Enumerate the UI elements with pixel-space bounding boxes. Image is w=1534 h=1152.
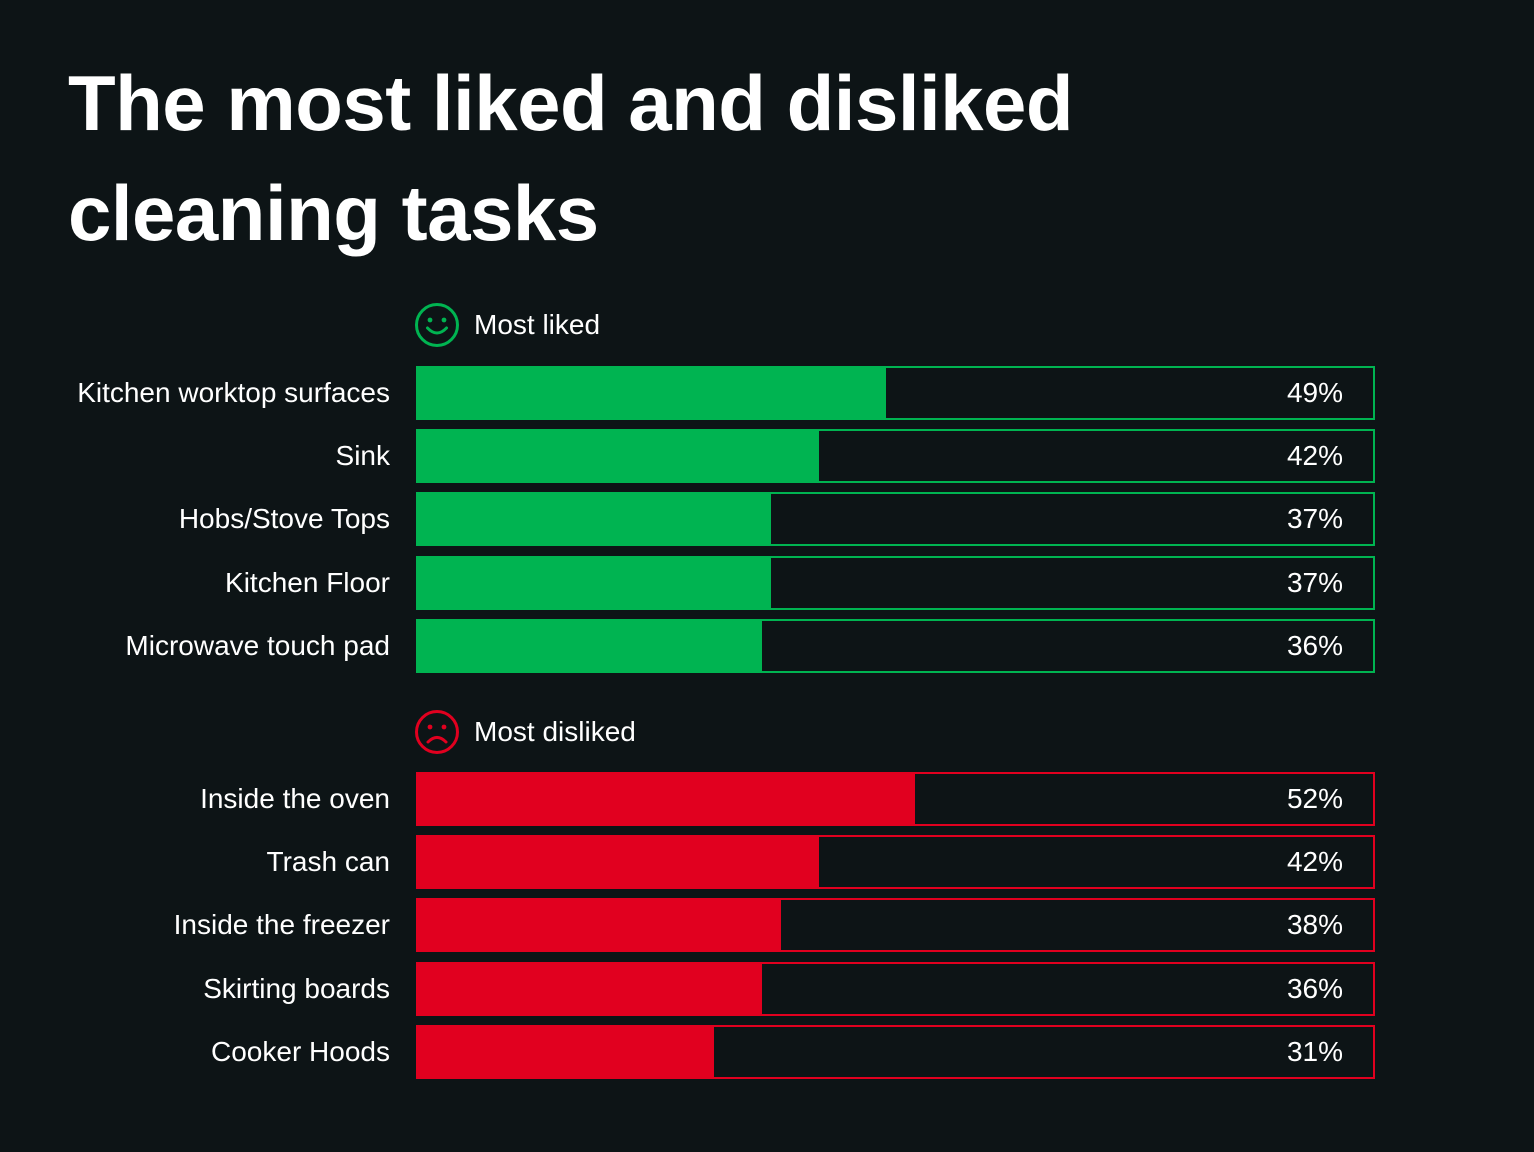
disliked-bar-track: 36% bbox=[416, 962, 1375, 1016]
liked-bar-track: 42% bbox=[416, 429, 1375, 483]
disliked-bar bbox=[418, 837, 820, 887]
disliked-value-label: 52% bbox=[1286, 783, 1343, 814]
liked-value-label: 37% bbox=[1286, 567, 1343, 598]
disliked-bar bbox=[418, 964, 762, 1014]
disliked-value-label: 38% bbox=[1286, 909, 1343, 940]
disliked-bar-track: 38% bbox=[416, 898, 1375, 952]
liked-value-label: 49% bbox=[1286, 377, 1343, 408]
disliked-section-label: Most disliked bbox=[474, 716, 636, 747]
liked-bar bbox=[418, 368, 886, 418]
liked-category-label: Kitchen Floor bbox=[225, 567, 390, 598]
liked-value-label: 36% bbox=[1286, 630, 1343, 661]
disliked-value-label: 36% bbox=[1286, 973, 1343, 1004]
liked-category-label: Microwave touch pad bbox=[125, 630, 390, 661]
title-line-2: cleaning tasks bbox=[68, 169, 599, 257]
liked-section-header: Most liked bbox=[414, 301, 600, 349]
disliked-bar-track: 42% bbox=[416, 835, 1375, 889]
liked-category-label: Kitchen worktop surfaces bbox=[77, 377, 390, 408]
sad-face-icon bbox=[415, 710, 459, 754]
liked-bar bbox=[418, 558, 772, 608]
liked-bar-track: 49% bbox=[416, 366, 1375, 420]
disliked-section-header: Most disliked bbox=[414, 708, 636, 756]
liked-bar bbox=[418, 494, 772, 544]
disliked-category-label: Inside the freezer bbox=[173, 909, 390, 940]
smiley-face-icon bbox=[415, 303, 459, 347]
liked-section-label: Most liked bbox=[474, 309, 601, 340]
disliked-category-label: Trash can bbox=[266, 846, 390, 877]
liked-bar bbox=[418, 431, 820, 481]
liked-bar-track: 37% bbox=[416, 492, 1375, 546]
disliked-category-label: Cooker Hoods bbox=[211, 1036, 390, 1067]
liked-category-label: Hobs/Stove Tops bbox=[178, 503, 390, 534]
liked-value-label: 37% bbox=[1286, 503, 1343, 534]
liked-category-label: Sink bbox=[335, 440, 390, 471]
liked-bar-track: 37% bbox=[416, 556, 1375, 610]
liked-value-label: 42% bbox=[1286, 440, 1343, 471]
disliked-bar bbox=[418, 774, 915, 824]
disliked-category-label: Inside the oven bbox=[200, 783, 390, 814]
title-line-1: The most liked and disliked bbox=[68, 59, 1074, 147]
disliked-category-label: Skirting boards bbox=[203, 973, 390, 1004]
disliked-bar-track: 52% bbox=[416, 772, 1375, 826]
liked-bar bbox=[418, 621, 762, 671]
disliked-bar bbox=[418, 1027, 715, 1077]
chart-title: The most liked and disliked cleaning tas… bbox=[68, 48, 1168, 268]
liked-bar-track: 36% bbox=[416, 619, 1375, 673]
disliked-bar-track: 31% bbox=[416, 1025, 1375, 1079]
disliked-value-label: 42% bbox=[1286, 846, 1343, 877]
disliked-bar bbox=[418, 900, 781, 950]
disliked-value-label: 31% bbox=[1286, 1036, 1343, 1067]
